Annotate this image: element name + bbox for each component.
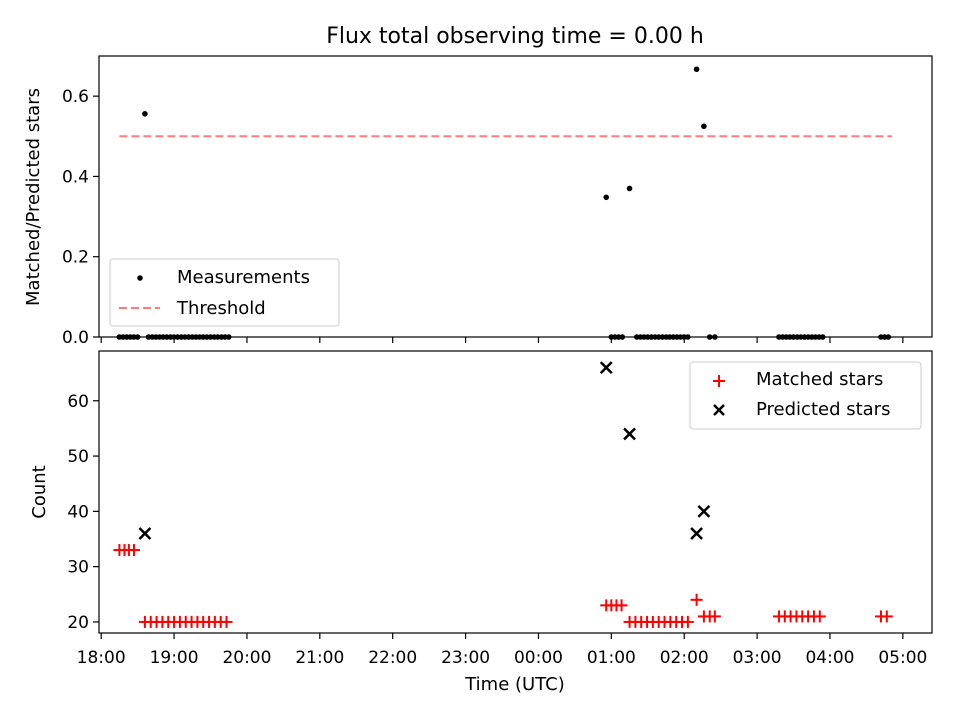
predicted-star-point: [623, 427, 636, 441]
count-plot-area: [98, 350, 933, 634]
x-tick-label: 23:00: [441, 648, 490, 668]
x-tick-label: 19:00: [150, 648, 199, 668]
measurement-point: [685, 334, 691, 340]
ratio-plot-area: [98, 55, 933, 338]
count-y-tick-label: 40: [67, 502, 89, 522]
matched-star-point: [880, 610, 893, 623]
predicted-star-point: [599, 361, 613, 374]
measurement-point: [706, 334, 713, 340]
ratio-y-tick-label: 0.4: [62, 167, 89, 187]
count-legend-box: [689, 361, 922, 430]
matched-star-point: [813, 610, 826, 623]
ratio-legend-box: [109, 258, 340, 327]
legend-predicted-label: Predicted stars: [756, 399, 890, 420]
count-y-tick-label: 50: [67, 447, 89, 467]
matched-star-point: [690, 593, 703, 606]
matched-star-point: [681, 615, 694, 628]
measurement-point: [142, 111, 148, 117]
legend-matched-label: Matched stars: [756, 369, 883, 390]
x-tick-label: 18:00: [77, 648, 126, 668]
x-tick-label: 04:00: [805, 648, 854, 668]
count-y-tick-label: 60: [67, 392, 89, 412]
ratio-y-tick-label: 0.0: [62, 328, 89, 348]
x-tick-label: 00:00: [514, 648, 563, 668]
predicted-star-point: [690, 527, 703, 540]
legend-measurements-swatch: [137, 275, 143, 281]
x-tick-label: 21:00: [295, 648, 344, 668]
predicted-star-point: [138, 527, 152, 540]
x-tick-label: 05:00: [878, 648, 927, 668]
predicted-star-point: [697, 504, 711, 518]
ratio-legend: Measurements Threshold: [109, 258, 340, 327]
measurement-point: [626, 185, 633, 192]
count-y-tick-label: 30: [67, 558, 89, 578]
measurement-point: [619, 334, 626, 340]
measurement-point: [885, 334, 892, 340]
count-y-ticks: 20 30 40 50 60: [67, 392, 99, 633]
x-tick-label: 03:00: [733, 648, 782, 668]
x-tick-label: 22:00: [368, 648, 417, 668]
measurement-point: [225, 334, 232, 340]
count-x-ticks: 18:00 19:00 20:00 21:00 22:00 23:00 00:00 01:00…: [77, 633, 927, 668]
count-panel: 20 30 40 50 60 18:00 19:00 20:00 21:00 22:00 23:0…: [29, 350, 933, 695]
x-tick-label: 02:00: [660, 648, 709, 668]
count-y-axis-label: Count: [29, 465, 50, 518]
legend-measurements-label: Measurements: [177, 267, 310, 288]
matched-star-point: [615, 599, 628, 612]
ratio-panel: 0.0 0.2 0.4 0.6 Matched/Predicted stars Mea…: [23, 55, 933, 348]
measurement-point: [134, 334, 141, 340]
ratio-y-axis-label: Matched/Predicted stars: [23, 88, 44, 306]
count-y-tick-label: 20: [67, 613, 89, 633]
count-legend: Matched stars Predicted stars: [689, 361, 922, 430]
legend-matched-swatch: [713, 375, 725, 387]
chart-title: Flux total observing time = 0.00 h: [326, 24, 704, 49]
legend-predicted-swatch: [713, 404, 725, 416]
measurement-point: [693, 66, 700, 73]
ratio-x-ticks: [100, 337, 904, 343]
matched-star-point: [127, 544, 140, 557]
x-tick-label: 20:00: [222, 648, 271, 668]
legend-threshold-label: Threshold: [176, 298, 266, 319]
x-axis-label: Time (UTC): [464, 674, 565, 695]
ratio-y-tick-label: 0.6: [62, 87, 89, 107]
measurement-point: [712, 334, 718, 340]
ratio-y-tick-label: 0.2: [62, 248, 89, 268]
ratio-y-ticks: 0.0 0.2 0.4 0.6: [62, 87, 99, 348]
measurement-point: [603, 194, 610, 201]
matched-star-point: [708, 610, 721, 623]
matched-star-point: [220, 615, 233, 628]
count-marks: [113, 361, 893, 628]
ratio-marks: [116, 66, 892, 340]
measurement-point: [819, 334, 826, 340]
x-tick-label: 01:00: [587, 648, 636, 668]
measurement-point: [701, 123, 707, 130]
